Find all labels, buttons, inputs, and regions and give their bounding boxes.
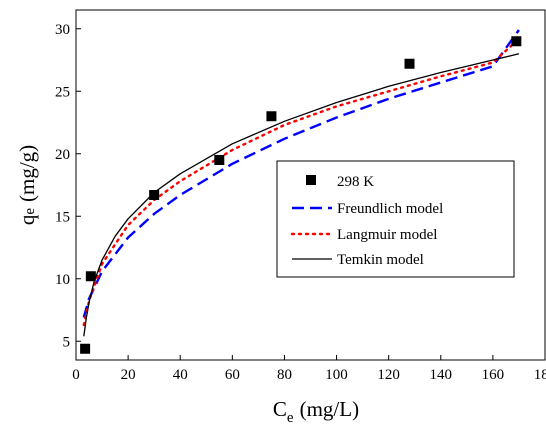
data-point [404, 58, 415, 69]
x-axis-label-units: (mg/L) [300, 397, 359, 421]
x-axis-ticks: 0 20 40 60 80 100 120 140 160 180 [72, 355, 546, 383]
x-tick-label: 40 [173, 367, 188, 383]
x-tick-label: 60 [225, 367, 240, 383]
data-point [80, 343, 91, 354]
model-curves [82, 29, 521, 337]
x-tick-label: 0 [72, 367, 80, 383]
curve-freundlich-model [82, 29, 520, 318]
data-points [80, 36, 522, 354]
curve-langmuir-model [82, 37, 521, 327]
y-tick-label: 30 [55, 22, 70, 38]
x-tick-label: 100 [325, 367, 348, 383]
y-tick-label: 20 [55, 147, 70, 163]
plot-area: 0 20 40 60 80 100 120 140 160 180 5 10 15 20 25 30 [55, 9, 546, 383]
x-tick-label: 20 [121, 367, 136, 383]
y-axis-label: qe (mg/g) [15, 145, 39, 225]
data-point [266, 111, 277, 122]
legend-label-freundlich: Freundlich model [337, 201, 443, 217]
curve-temkin-model [83, 53, 520, 337]
x-tick-label: 160 [482, 367, 505, 383]
y-tick-label: 25 [55, 84, 70, 100]
legend-label-298k: 298 K [337, 174, 374, 190]
legend-label-temkin: Temkin model [337, 252, 424, 268]
legend: 298 K Freundlich model Langmuir model Te… [276, 160, 515, 278]
plot-frame [75, 9, 546, 361]
x-axis-label-main: C [273, 397, 287, 421]
legend-box [276, 160, 515, 278]
y-axis-label-main: q [15, 214, 39, 225]
data-point [85, 271, 96, 282]
x-tick-label: 120 [377, 367, 400, 383]
x-axis-label-subscript: e [287, 410, 294, 426]
x-axis-label: Ce (mg/L) [273, 397, 359, 426]
legend-marker-298k [306, 175, 316, 185]
x-tick-label: 140 [430, 367, 453, 383]
y-tick-label: 15 [55, 209, 70, 225]
y-axis-ticks: 5 10 15 20 25 30 [55, 22, 81, 350]
y-axis-label-units: (mg/g) [15, 145, 39, 202]
data-point [511, 36, 522, 47]
data-point [149, 190, 160, 200]
x-tick-label: 180 [534, 367, 546, 383]
x-tick-label: 80 [277, 367, 292, 383]
y-axis-label-subscript: e [22, 208, 38, 215]
data-point [214, 155, 225, 165]
legend-label-langmuir: Langmuir model [337, 227, 437, 243]
y-tick-label: 5 [63, 334, 71, 350]
y-tick-label: 10 [55, 272, 70, 288]
